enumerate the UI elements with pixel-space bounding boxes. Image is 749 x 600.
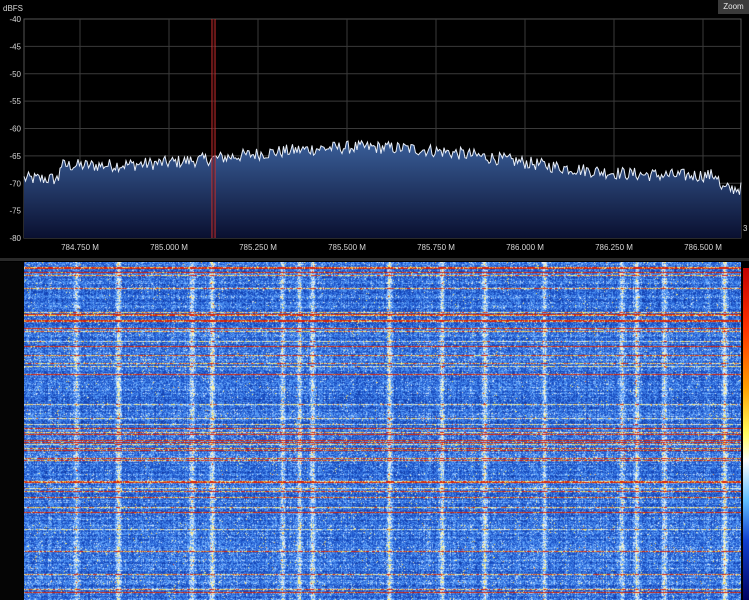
y-axis-unit-label: dBFS: [3, 4, 24, 13]
y-tick-label: -40: [9, 15, 21, 24]
right-axis-readout: 3: [743, 224, 748, 233]
frequency-marker-band: [212, 19, 215, 238]
panel-splitter[interactable]: [0, 258, 749, 261]
y-tick-label: -50: [9, 70, 21, 79]
spectrum-fill: [24, 140, 741, 238]
y-tick-label: -70: [9, 179, 21, 188]
waterfall-display[interactable]: [24, 262, 741, 600]
spectrum-trace: [23, 139, 742, 195]
x-tick-label: 786.250 M: [595, 243, 633, 252]
y-tick-label: -65: [9, 152, 21, 161]
zoom-button[interactable]: Zoom: [718, 0, 749, 14]
x-tick-label: 786.000 M: [506, 243, 544, 252]
waterfall-color-scale: [743, 268, 749, 600]
waterfall-gutter: [0, 262, 24, 600]
spectrum-plot[interactable]: dBFS -40 -45 -50 -55 -60 -65 -70 -75 -80 784.750 …: [0, 0, 749, 258]
x-tick-label: 784.750 M: [61, 243, 99, 252]
x-tick-label: 785.500 M: [328, 243, 366, 252]
y-tick-label: -75: [9, 207, 21, 216]
y-tick-label: -45: [9, 42, 21, 51]
y-tick-label: -55: [9, 97, 21, 106]
y-tick-label: -80: [9, 234, 21, 243]
x-tick-label: 786.500 M: [684, 243, 722, 252]
x-tick-label: 785.000 M: [150, 243, 188, 252]
x-tick-label: 785.750 M: [417, 243, 455, 252]
spectrum-svg[interactable]: -40 -45 -50 -55 -60 -65 -70 -75 -80 784.750 M 785.…: [0, 0, 749, 258]
waterfall-canvas[interactable]: [24, 262, 741, 600]
y-tick-label: -60: [9, 125, 21, 134]
x-tick-label: 785.250 M: [239, 243, 277, 252]
